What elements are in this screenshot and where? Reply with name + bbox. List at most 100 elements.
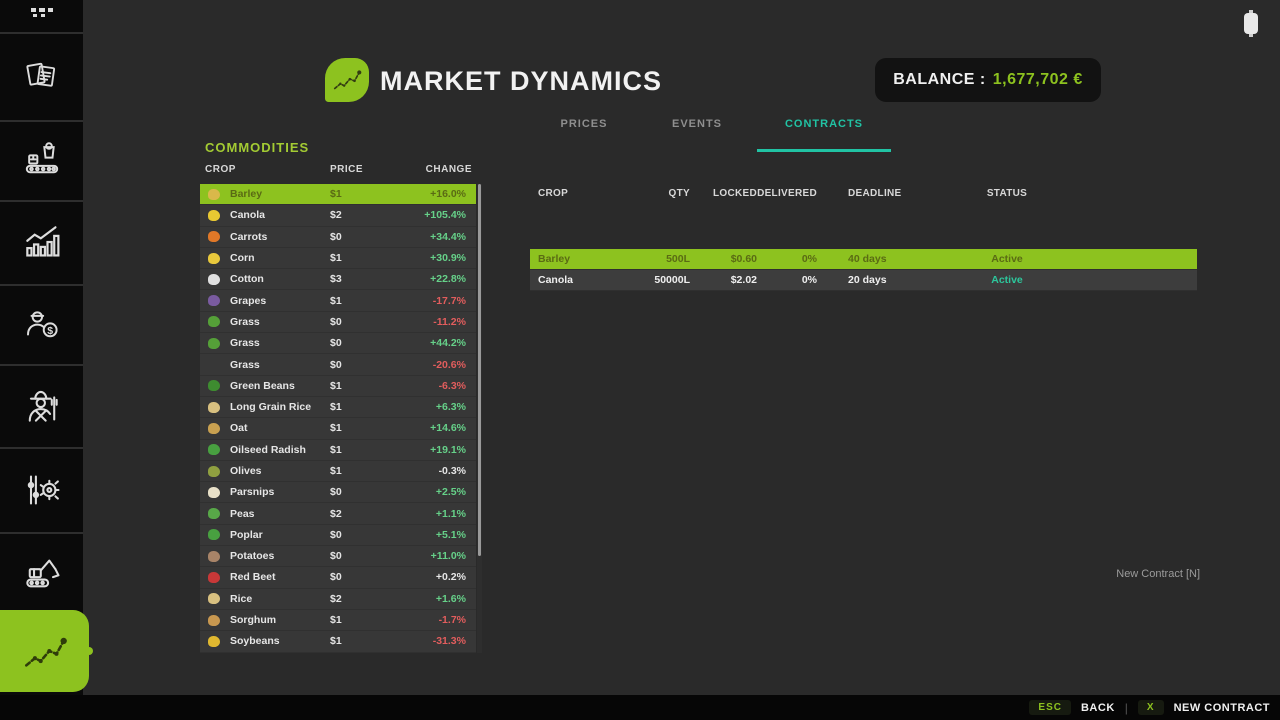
esc-keycap[interactable]: ESC: [1029, 700, 1071, 715]
commodity-row[interactable]: Red Beet $0 +0.2%: [200, 567, 476, 589]
contracts-col-header: LOCKED: [712, 188, 757, 199]
olives-icon: [208, 465, 220, 477]
commodity-row[interactable]: Green Beans $1 -6.3%: [200, 375, 476, 397]
contract-delivered: 0%: [801, 274, 817, 286]
contract-row[interactable]: Barley 500L $0.60 0% 40 days Active: [530, 249, 1197, 270]
commodity-row[interactable]: Soybeans $1 -31.3%: [200, 631, 476, 653]
scrollbar-thumb[interactable]: [478, 184, 481, 556]
sidebar-item-farmer[interactable]: [0, 364, 83, 445]
commodity-name: Grass: [230, 337, 260, 350]
commodity-row[interactable]: Parsnips $0 +2.5%: [200, 482, 476, 504]
commodities-col-header: PRICE: [330, 164, 364, 175]
commodity-price: $0: [330, 486, 342, 499]
x-keycap[interactable]: X: [1137, 700, 1164, 715]
commodity-change: +2.5%: [435, 486, 466, 499]
commodity-price: $0: [330, 528, 342, 541]
tab-contracts[interactable]: CONTRACTS: [757, 118, 891, 152]
back-button[interactable]: BACK: [1080, 701, 1115, 714]
commodity-row[interactable]: Grass $0 -20.6%: [200, 354, 476, 376]
tab-prices[interactable]: PRICES: [560, 118, 608, 130]
red-beet-icon: [208, 571, 220, 583]
green-beans-icon: [208, 380, 220, 392]
commodity-change: +105.4%: [424, 209, 466, 222]
commodity-row[interactable]: Olives $1 -0.3%: [200, 460, 476, 483]
rice-icon: [208, 593, 220, 605]
commodity-row[interactable]: Peas $2 +1.1%: [200, 503, 476, 525]
new-contract-button[interactable]: NEW CONTRACT: [1173, 701, 1270, 714]
commodity-change: +1.1%: [435, 507, 466, 520]
commodity-change: +14.6%: [430, 422, 466, 435]
tab-events[interactable]: EVENTS: [671, 118, 722, 130]
commodity-row[interactable]: Long Grain Rice $1 +6.3%: [200, 396, 476, 419]
balance-label: BALANCE :: [893, 71, 986, 88]
commodity-row[interactable]: Grass $0 +44.2%: [200, 333, 476, 355]
contracts-col-header: DELIVERED: [757, 188, 817, 199]
commodity-row[interactable]: Poplar $0 +5.1%: [200, 524, 476, 547]
sidebar-item-map-overview[interactable]: [0, 0, 83, 30]
barley-icon: [208, 188, 220, 200]
farmer-icon: [28, 390, 58, 422]
sidebar-item-settings[interactable]: [0, 447, 83, 530]
commodity-change: +19.1%: [430, 443, 466, 456]
commodity-name: Cotton: [230, 273, 264, 286]
commodity-name: Grapes: [230, 294, 267, 307]
commodity-row[interactable]: Cotton $3 +22.8%: [200, 269, 476, 291]
commodities-scrollbar[interactable]: [477, 184, 482, 653]
sidebar-item-production[interactable]: [0, 120, 83, 198]
commodity-row[interactable]: Canola $2 +105.4%: [200, 205, 476, 227]
commodity-change: -17.7%: [432, 294, 466, 307]
commodity-row[interactable]: Oat $1 +14.6%: [200, 418, 476, 440]
commodity-name: Oat: [230, 422, 248, 435]
commodity-price: $0: [330, 358, 342, 371]
commodity-change: -1.7%: [438, 614, 466, 627]
commodity-change: +6.3%: [435, 401, 466, 414]
commodity-row[interactable]: Carrots $0 +34.4%: [200, 226, 476, 248]
commodity-name: Peas: [230, 507, 255, 520]
commodities-col-header: CROP: [205, 164, 236, 175]
commodity-change: -0.3%: [438, 465, 466, 477]
sidebar-item-contracts-docs[interactable]: [0, 32, 83, 118]
leaf-chart-logo-icon: [333, 70, 362, 90]
commodity-change: -20.6%: [432, 358, 466, 371]
new-contract-hint[interactable]: New Contract [N]: [1116, 568, 1200, 580]
commodity-name: Potatoes: [230, 550, 275, 563]
sidebar-item-statistics[interactable]: [0, 200, 83, 282]
commodity-row[interactable]: Rice $2 +1.6%: [200, 588, 476, 610]
sidebar-item-sales[interactable]: $: [0, 284, 83, 362]
balance-value: 1,677,702 €: [992, 71, 1083, 88]
contracts-col-header: QTY: [668, 188, 690, 199]
sidebar-item-construction[interactable]: [0, 532, 83, 608]
commodity-name: Red Beet: [230, 571, 276, 584]
sorghum-icon: [208, 614, 220, 626]
app-logo: [325, 58, 369, 102]
commodity-row[interactable]: Grapes $1 -17.7%: [200, 290, 476, 312]
commodity-name: Rice: [230, 592, 253, 605]
contracts-col-header: STATUS: [986, 188, 1028, 199]
contracts-header: CROP QTY LOCKED DELIVERED DEADLINE STATUS: [530, 188, 1197, 199]
contract-status: Active: [991, 253, 1023, 265]
commodity-price: $2: [330, 209, 342, 222]
commodity-price: $1: [330, 401, 342, 414]
contract-locked: $2.02: [730, 274, 757, 286]
mouse-icon: [1244, 10, 1258, 37]
commodity-row[interactable]: Barley $1 +16.0%: [200, 184, 476, 206]
commodity-row[interactable]: Potatoes $0 +11.0%: [200, 546, 476, 568]
commodity-change: +16.0%: [430, 188, 466, 201]
commodity-change: +30.9%: [430, 252, 466, 265]
commodity-row[interactable]: Corn $1 +30.9%: [200, 247, 476, 270]
commodity-price: $1: [330, 252, 342, 265]
commodity-price: $1: [330, 635, 342, 648]
commodity-row[interactable]: Sorghum $1 -1.7%: [200, 609, 476, 632]
commodity-price: $1: [330, 465, 342, 477]
contracts-col-header: DEADLINE: [848, 188, 902, 199]
commodity-price: $1: [330, 422, 342, 435]
commodities-col-header: CHANGE: [425, 164, 472, 175]
commodity-change: +11.0%: [430, 550, 466, 563]
contract-row[interactable]: Canola 50000L $2.02 0% 20 days Active: [530, 270, 1197, 291]
corn-icon: [208, 252, 220, 264]
commodity-row[interactable]: Oilseed Radish $1 +19.1%: [200, 439, 476, 461]
commodity-row[interactable]: Grass $0 -11.2%: [200, 311, 476, 334]
contract-deadline: 40 days: [848, 253, 887, 265]
sidebar-item-market-dynamics[interactable]: [0, 610, 93, 692]
balance-pill: BALANCE : 1,677,702 €: [875, 58, 1101, 102]
